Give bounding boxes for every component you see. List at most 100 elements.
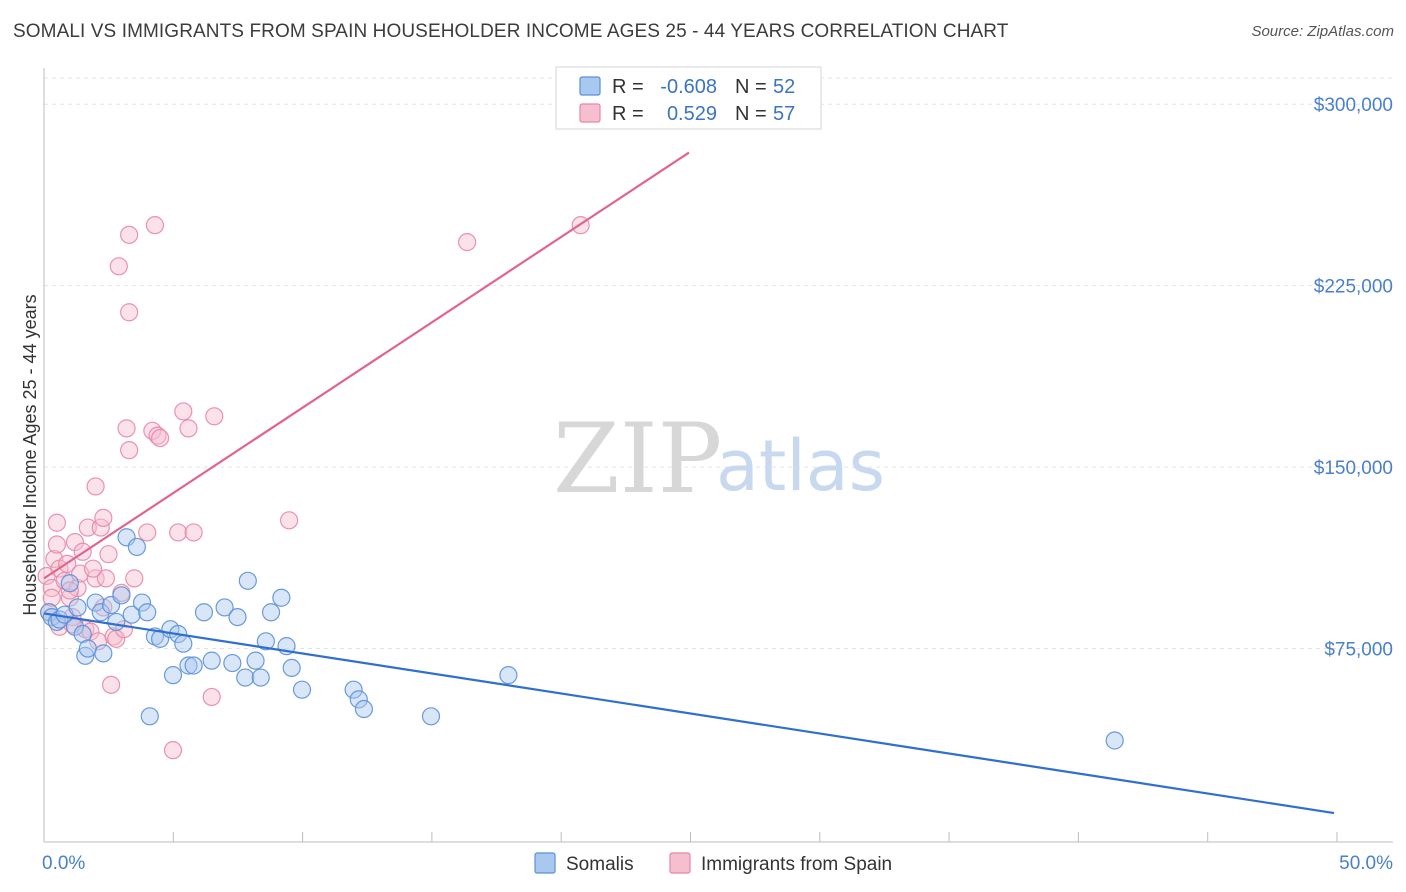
point-somalis xyxy=(282,658,301,678)
series-somalis xyxy=(40,528,1124,750)
legend-top: R = -0.608 N = 52 R = 0.529 N = 57 xyxy=(555,66,822,130)
point-immigrants-from-spain xyxy=(125,569,144,588)
point-somalis xyxy=(349,690,368,709)
x-tick-label-min: 0.0% xyxy=(42,853,85,874)
point-somalis xyxy=(236,668,255,687)
point-somalis xyxy=(78,639,97,658)
point-immigrants-from-spain xyxy=(120,441,139,460)
point-somalis xyxy=(179,656,198,675)
y-tick-label: $75,000 xyxy=(1324,640,1393,661)
point-immigrants-from-spain xyxy=(174,402,193,421)
point-immigrants-from-spain xyxy=(151,428,170,448)
y-axis-label: Householder Income Ages 25 - 44 years xyxy=(20,294,40,615)
point-immigrants-from-spain xyxy=(138,523,157,542)
point-somalis xyxy=(86,593,105,612)
legend-r-label-2: R = xyxy=(612,103,644,125)
legend-n-label-2: N = xyxy=(735,103,767,125)
axes xyxy=(43,68,1393,843)
point-immigrants-from-spain xyxy=(148,426,167,445)
point-immigrants-from-spain xyxy=(205,407,224,426)
point-immigrants-from-spain xyxy=(184,523,203,542)
point-somalis xyxy=(68,598,87,617)
point-somalis xyxy=(132,593,152,612)
point-immigrants-from-spain xyxy=(65,532,85,552)
point-immigrants-from-spain xyxy=(202,687,221,707)
point-immigrants-from-spain xyxy=(458,232,477,252)
legend-r-value-2: 0.529 xyxy=(667,103,717,125)
point-immigrants-from-spain xyxy=(47,535,67,554)
point-somalis xyxy=(184,656,203,675)
legend-n-value-2: 57 xyxy=(773,103,795,125)
point-somalis xyxy=(223,653,242,673)
point-somalis xyxy=(138,603,157,622)
point-somalis xyxy=(421,707,441,726)
y-tick-label: $225,000 xyxy=(1314,277,1393,298)
legend-bottom: Somalis Immigrants from Spain xyxy=(534,852,892,875)
point-somalis xyxy=(246,651,265,670)
point-somalis xyxy=(174,634,193,653)
legend-r-value-1: -0.608 xyxy=(660,76,717,98)
point-somalis xyxy=(354,699,374,719)
source-label: Source: ZipAtlas.com xyxy=(1251,23,1394,40)
y-tick-label: $150,000 xyxy=(1314,458,1393,479)
point-somalis xyxy=(194,603,214,622)
point-immigrants-from-spain xyxy=(60,581,79,600)
point-somalis xyxy=(344,680,363,699)
point-somalis xyxy=(140,707,159,726)
point-immigrants-from-spain xyxy=(96,569,116,588)
point-somalis xyxy=(107,612,126,632)
point-somalis xyxy=(272,588,291,607)
point-immigrants-from-spain xyxy=(60,588,79,607)
point-somalis xyxy=(40,603,59,622)
point-somalis xyxy=(94,644,113,663)
point-somalis xyxy=(127,537,146,557)
point-immigrants-from-spain xyxy=(117,419,136,438)
point-somalis xyxy=(238,571,257,590)
point-somalis xyxy=(228,607,247,627)
watermark: ZIP atlas xyxy=(553,403,885,515)
point-immigrants-from-spain xyxy=(163,741,183,760)
point-somalis xyxy=(60,574,79,593)
point-somalis xyxy=(47,612,67,632)
point-somalis xyxy=(91,603,110,622)
grid xyxy=(44,77,1393,650)
y-tick-label: $300,000 xyxy=(1314,95,1393,116)
legend-n-value-1: 52 xyxy=(773,76,795,98)
trend-line-somalis xyxy=(43,612,1335,815)
legend-bottom-label-somalis: Somalis xyxy=(566,854,634,875)
point-immigrants-from-spain xyxy=(104,627,123,646)
point-immigrants-from-spain xyxy=(83,559,103,578)
watermark-atlas: atlas xyxy=(716,425,885,507)
point-immigrants-from-spain xyxy=(179,419,198,438)
point-somalis xyxy=(76,646,95,665)
point-somalis xyxy=(251,668,270,687)
point-immigrants-from-spain xyxy=(94,508,113,528)
point-somalis xyxy=(256,632,275,651)
point-somalis xyxy=(215,598,234,617)
point-somalis xyxy=(163,666,183,685)
legend-swatch-somalis xyxy=(579,76,601,96)
point-somalis xyxy=(202,651,221,670)
point-somalis xyxy=(122,605,141,624)
watermark-zip: ZIP xyxy=(553,403,722,515)
point-immigrants-from-spain xyxy=(143,421,162,440)
legend-bottom-swatch-spain xyxy=(669,852,691,874)
point-immigrants-from-spain xyxy=(145,216,165,235)
legend-r-label-1: R = xyxy=(612,76,644,98)
trend-line-immigrants-from-spain xyxy=(43,151,690,580)
point-immigrants-from-spain xyxy=(109,257,128,276)
point-immigrants-from-spain xyxy=(169,523,188,542)
point-immigrants-from-spain xyxy=(120,303,139,322)
point-immigrants-from-spain xyxy=(86,477,105,496)
point-immigrants-from-spain xyxy=(280,511,299,530)
point-immigrants-from-spain xyxy=(47,513,67,532)
legend-bottom-swatch-somalis xyxy=(534,852,556,874)
point-somalis xyxy=(499,666,518,685)
series-immigrants-from-spain xyxy=(37,216,590,760)
point-immigrants-from-spain xyxy=(99,545,118,564)
point-somalis xyxy=(292,680,312,699)
legend-swatch-spain xyxy=(579,103,601,123)
point-immigrants-from-spain xyxy=(120,225,139,244)
point-immigrants-from-spain xyxy=(101,675,121,694)
